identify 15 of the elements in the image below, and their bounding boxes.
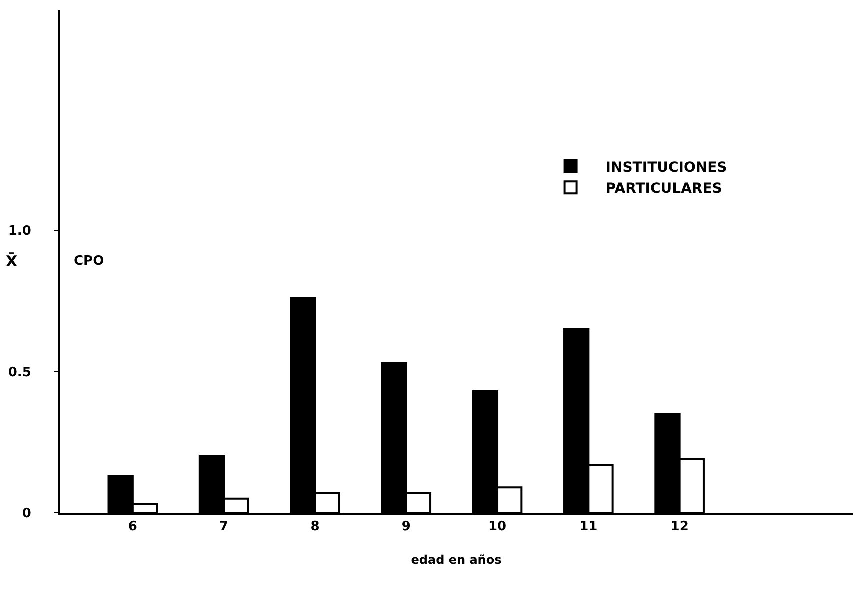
y-tick-label: 0.5 [8,365,32,380]
x-tick-label: 10 [488,520,507,535]
x-tick-label: 9 [402,520,411,535]
legend-label: PARTICULARES [606,181,722,198]
legend-label: INSTITUCIONES [606,160,728,176]
annotation: CPO [74,254,104,269]
x-tick-label: 11 [580,520,598,535]
x-tick-label: 8 [310,520,320,535]
y-tick-label: 0 [22,506,32,522]
x-axis-title: edad en años [411,553,502,567]
x-tick-label: 6 [128,520,138,535]
y-tick-label: 1.0 [8,224,32,239]
x-tick-label: 7 [220,520,229,535]
y-axis-title: X̄ [6,252,18,271]
x-tick-label: 12 [670,520,689,535]
